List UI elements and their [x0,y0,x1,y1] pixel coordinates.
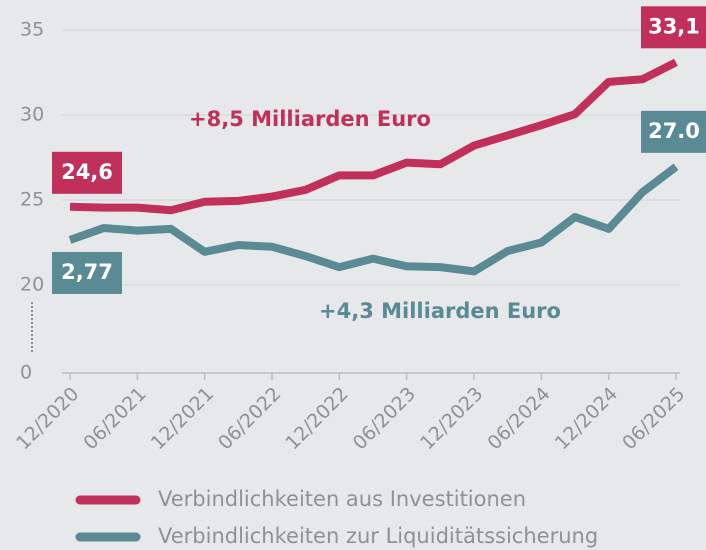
legend-label: Verbindlichkeiten aus Investitionen [158,487,526,511]
series-line [69,58,678,215]
legend-label: Verbindlichkeiten zur Liquiditätssicheru… [158,524,598,548]
start-label-box [52,251,122,294]
x-tick-label: 06/2024 [483,383,554,454]
y-tick-label: 25 [20,189,44,211]
series-note: +8,5 Milliarden Euro [189,107,431,131]
x-tick-label: 12/2021 [147,383,218,454]
x-tick-label: 12/2020 [12,383,83,454]
x-tick-label: 06/2022 [214,383,285,454]
start-label: 2,77 [61,260,113,284]
x-tick-label: 12/2024 [551,383,622,454]
x-tick-label: 06/2025 [618,383,689,454]
y-tick-label: 35 [20,19,44,41]
end-label-box [641,6,706,49]
start-label: 24,6 [61,160,113,184]
start-label-box [52,151,122,194]
y-tick-label: 0 [20,362,32,384]
y-tick-label: 30 [20,104,44,126]
x-tick-label: 06/2023 [349,383,420,454]
series-note: +4,3 Milliarden Euro [319,299,561,323]
y-tick-label: 20 [20,274,44,296]
end-label: 33,1 [648,14,700,38]
end-label: 27.0 [648,119,700,143]
end-label-box [641,110,706,153]
x-tick-label: 06/2021 [79,383,150,454]
x-tick-label: 12/2023 [416,383,487,454]
series-line [68,163,679,276]
x-tick-label: 12/2022 [281,383,352,454]
